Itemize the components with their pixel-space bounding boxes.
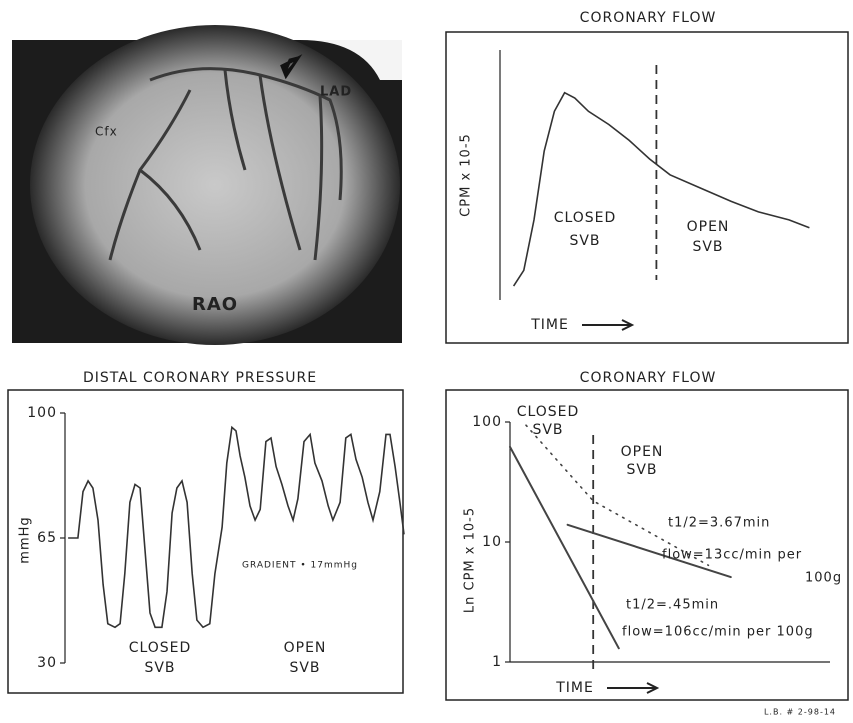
annotation: OPEN — [621, 444, 664, 460]
panel-frame — [446, 32, 848, 343]
angiogram: LAD Cfx RAO — [12, 25, 402, 345]
annotation: SVB — [532, 422, 563, 438]
chart-title: DISTAL CORONARY PRESSURE — [83, 370, 317, 386]
y-tick-label: 1 — [492, 654, 502, 670]
y-tick-label: 30 — [37, 655, 57, 671]
annotation: flow=13cc/min per — [662, 548, 802, 563]
annotation: SVB — [626, 462, 657, 478]
panel-frame — [446, 390, 848, 700]
annotation: 100g — [805, 571, 842, 586]
photo-label: RAO — [192, 294, 238, 315]
chart-title: CORONARY FLOW — [580, 10, 717, 26]
y-tick-label: 65 — [37, 530, 57, 546]
y-axis-label: mmHg — [18, 516, 33, 563]
annotation: CLOSED — [129, 640, 192, 656]
annotation: CLOSED — [554, 210, 617, 226]
arrow-icon — [582, 320, 632, 330]
annotation: SVB — [144, 660, 175, 676]
annotation: OPEN — [284, 640, 327, 656]
photo-label: Cfx — [95, 125, 118, 139]
annotation: SVB — [569, 233, 600, 249]
annotation: t1/2=3.67min — [668, 516, 770, 531]
annotation: flow=106cc/min per 100g — [622, 625, 814, 640]
annotation: OPEN — [687, 219, 730, 235]
data-line — [514, 93, 810, 286]
data-line — [510, 447, 619, 648]
annotation: CLOSED — [517, 404, 580, 420]
arrow-icon — [607, 683, 657, 693]
y-tick-label: 10 — [482, 534, 502, 550]
photo-label: LAD — [320, 85, 352, 100]
annotation: t1/2=.45min — [626, 598, 719, 613]
data-line — [68, 427, 404, 627]
y-axis-label: CPM x 10-5 — [459, 133, 474, 217]
footer-code: L.B. # 2-98-14 — [764, 708, 836, 717]
annotation: GRADIENT • 17mmHg — [242, 561, 358, 571]
x-axis-label: TIME — [555, 680, 594, 696]
y-tick-label: 100 — [27, 405, 57, 421]
panel-frame — [8, 390, 403, 693]
y-axis-label: Ln CPM x 10-5 — [463, 507, 478, 613]
annotation: SVB — [289, 660, 320, 676]
data-line — [526, 425, 708, 565]
x-axis-label: TIME — [530, 317, 569, 333]
page: {"image": {"labels": ["LAD", "Cfx", "RAO… — [0, 0, 853, 719]
annotation: SVB — [692, 239, 723, 255]
figure: LAD Cfx RAO L.B. # 2-98-14 CORONARY FLOW… — [0, 0, 853, 719]
y-tick-label: 100 — [472, 414, 502, 430]
chart-title: CORONARY FLOW — [580, 370, 717, 386]
